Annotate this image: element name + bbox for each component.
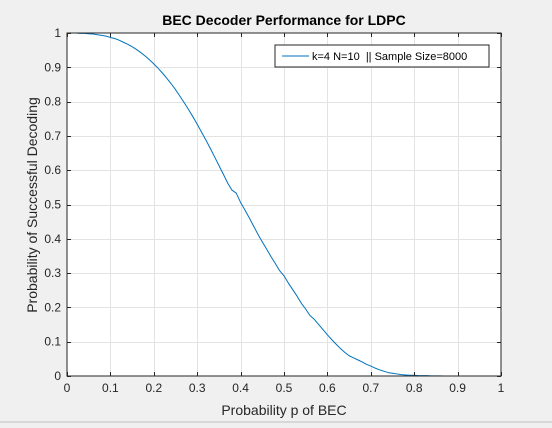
x-tick-label: 0.3 (189, 381, 206, 395)
legend-box (274, 44, 490, 68)
y-tick-label: 0.2 (44, 300, 61, 314)
y-tick-label: 0.9 (44, 60, 61, 74)
y-tick-label: 0.7 (44, 129, 61, 143)
y-axis-label: Probability of Successful Decoding (24, 97, 40, 313)
x-tick-label: 0.7 (362, 381, 379, 395)
y-tick-label: 0.8 (44, 95, 61, 109)
y-tick-label: 0.3 (44, 266, 61, 280)
grid (67, 33, 501, 376)
x-tick-label: 0.4 (232, 381, 249, 395)
x-axis-label: Probability p of BEC (221, 402, 346, 418)
x-tick-label: 0.9 (449, 381, 466, 395)
x-tick-label: 0.5 (276, 381, 293, 395)
x-tick-label: 0 (64, 381, 71, 395)
y-tick-label: 0.6 (44, 163, 61, 177)
legend-entry-label: k=4 N=10 || Sample Size=8000 (312, 51, 467, 63)
legend: k=4 N=10 || Sample Size=8000 (274, 44, 490, 68)
y-tick-label: 0.5 (44, 198, 61, 212)
x-tick-label: 1 (498, 381, 505, 395)
chart-title: BEC Decoder Performance for LDPC (162, 12, 406, 28)
ticks: 0 0.1 0.2 0.3 0.4 0.5 0.6 0.7 0.8 0.9 1 0 0.1 0.2 0.3 0… (44, 26, 504, 395)
x-tick-label: 0.8 (406, 381, 423, 395)
y-tick-label: 1 (54, 26, 61, 40)
y-tick-label: 0.1 (44, 335, 61, 349)
y-tick-label: 0.4 (44, 232, 61, 246)
x-tick-label: 0.6 (319, 381, 336, 395)
x-tick-label: 0.2 (145, 381, 162, 395)
window-border (0, 421, 552, 423)
x-tick-label: 0.1 (102, 381, 119, 395)
y-tick-label: 0 (54, 369, 61, 383)
